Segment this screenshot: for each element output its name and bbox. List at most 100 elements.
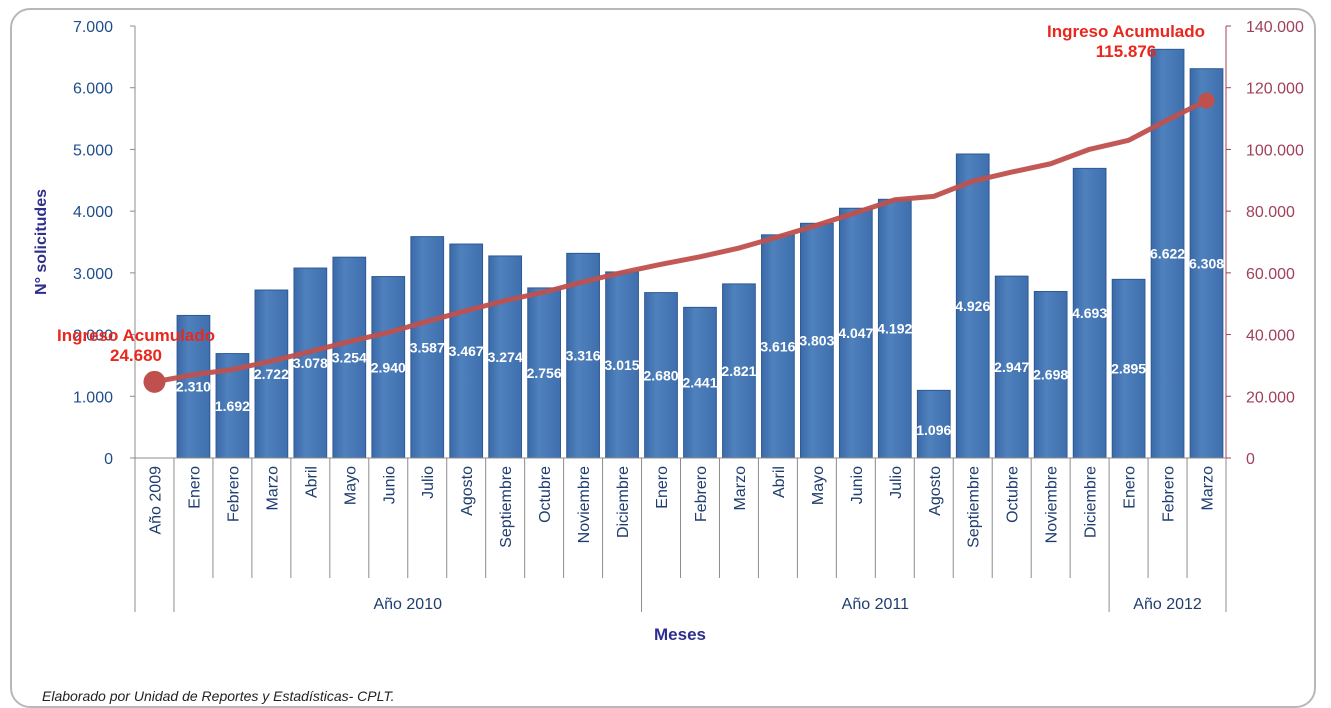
y-right-tick-label: 0 (1246, 451, 1255, 468)
bar-value-label: 1.096 (916, 422, 951, 438)
x-tick-label: Marzo (264, 466, 281, 511)
bar-value-label: 3.316 (566, 348, 601, 364)
bar-19 (877, 198, 912, 459)
cumulative-line (151, 97, 1210, 385)
x-tick-label: Noviembre (1044, 466, 1061, 543)
bar-value-label: 2.441 (682, 375, 717, 391)
bar-7 (410, 236, 445, 459)
y-left-tick-label: 3.000 (73, 266, 113, 283)
x-tick-label: Marzo (732, 466, 749, 511)
x-tick-label: Febrero (225, 466, 242, 522)
bar-value-label: 2.756 (527, 365, 562, 381)
bar-value-label: 2.310 (176, 379, 211, 395)
x-tick-label: Junio (381, 466, 398, 504)
x-tick-label: Octubre (1005, 466, 1022, 523)
bar-value-label: 6.622 (1150, 246, 1185, 262)
x-tick-label: Enero (186, 466, 203, 509)
bar-value-label: 2.940 (371, 359, 406, 375)
y-axis-title: N° solicitudes (33, 189, 50, 295)
bar-3 (254, 289, 289, 459)
y-right-tick-label: 20.000 (1246, 389, 1295, 406)
bar-17 (800, 222, 834, 459)
x-tick-label: Septiembre (498, 466, 515, 548)
bar-value-label: 3.587 (410, 339, 445, 355)
x-group-label: Año 2011 (842, 596, 909, 613)
bar-5 (332, 256, 367, 459)
y-right-tick-label: 60.000 (1246, 266, 1295, 283)
line-end-marker (1198, 92, 1215, 109)
annotation-start-value: 24.680 (110, 346, 162, 365)
x-labels-layer: Año 2009 Enero Febrero Marzo Abril Mayo Junio J… (134, 458, 1227, 613)
annotation-start: Ingreso Acumulado 24.680 (36, 326, 236, 366)
bar-value-label: 3.015 (605, 357, 640, 373)
x-tick-label: Julio (420, 466, 437, 499)
x-tick-label: Noviembre (576, 466, 593, 543)
bar-value-label: 3.467 (449, 343, 484, 359)
bar-value-label: 2.947 (994, 359, 1029, 375)
bar-value-label: 4.693 (1072, 305, 1107, 321)
annotation-end-text: Ingreso Acumulado (1046, 22, 1206, 41)
line-start-marker (143, 370, 166, 393)
footer-source: Elaborado por Unidad de Reportes y Estad… (42, 688, 395, 704)
bar-value-label: 4.926 (955, 298, 990, 314)
bar-value-label: 2.698 (1033, 367, 1068, 383)
x-tick-label: Diciembre (615, 466, 632, 538)
bar-27 (1189, 68, 1224, 459)
y-right-tick-label: 140.000 (1246, 19, 1304, 36)
bar-10 (527, 287, 561, 459)
x-tick-label: Diciembre (1083, 466, 1100, 538)
x-tick-label: Enero (654, 466, 671, 509)
bar-25 (1111, 278, 1146, 459)
x-tick-label: Mayo (342, 466, 359, 505)
y-right-tick-label: 120.000 (1246, 81, 1304, 98)
bar-value-label: 3.274 (488, 349, 523, 365)
bar-value-label: 2.821 (721, 363, 756, 379)
bar-11 (566, 252, 600, 459)
y-left-tick-label: 6.000 (73, 81, 113, 98)
bar-value-label: 2.680 (643, 367, 678, 383)
bar-value-label: 3.616 (760, 338, 795, 354)
bar-15 (722, 283, 756, 459)
annotation-end: Ingreso Acumulado 115.876 (1026, 22, 1226, 62)
x-tick-label: Agosto (927, 466, 944, 516)
bar-20 (916, 389, 951, 459)
x-tick-label: Febrero (693, 466, 710, 522)
bar-value-label: 2.895 (1111, 361, 1146, 377)
annotation-end-value: 115.876 (1095, 42, 1157, 61)
x-tick-label: Abril (303, 466, 320, 498)
bar-value-label: 6.308 (1189, 255, 1224, 271)
x-tick-label: Julio (888, 466, 905, 499)
y-right-tick-label: 100.000 (1246, 142, 1304, 159)
bar-value-label: 3.254 (332, 350, 367, 366)
bar-9 (488, 255, 523, 459)
bar-value-label: 3.078 (293, 355, 328, 371)
annotation-start-text: Ingreso Acumulado (56, 326, 216, 345)
cumulative-line-layer (143, 92, 1215, 393)
bar-value-label: 4.047 (838, 325, 873, 341)
x-axis-title: Meses (654, 625, 706, 644)
bar-18 (838, 207, 873, 459)
y-right-tick-label: 80.000 (1246, 204, 1295, 221)
y-left-tick-label: 4.000 (73, 204, 113, 221)
x-tick-label: Junio (849, 466, 866, 504)
x-tick-label: Marzo (1200, 466, 1217, 511)
x-tick-label: Año 2009 (147, 466, 164, 535)
y-left-tick-label: 7.000 (73, 19, 113, 36)
bar-22 (994, 275, 1029, 459)
bar-1 (176, 314, 211, 459)
bar-21 (955, 153, 990, 459)
x-tick-label: Febrero (1161, 466, 1178, 522)
x-tick-label: Octubre (537, 466, 554, 523)
y-left-tick-label: 5.000 (73, 142, 113, 159)
bar-value-label: 4.192 (877, 321, 912, 337)
x-tick-label: Agosto (459, 466, 476, 516)
bar-value-label: 3.803 (799, 333, 834, 349)
x-tick-label: Mayo (810, 466, 827, 505)
bar-13 (644, 292, 678, 459)
bar-value-label: 1.692 (215, 398, 250, 414)
x-group-label: Año 2010 (373, 596, 442, 613)
y-left-tick-label: 2.000 (73, 328, 113, 345)
axes-layer: 0 1.000 2.000 3.000 4.000 5.000 6.000 7.000 0 20.… (73, 19, 1304, 468)
